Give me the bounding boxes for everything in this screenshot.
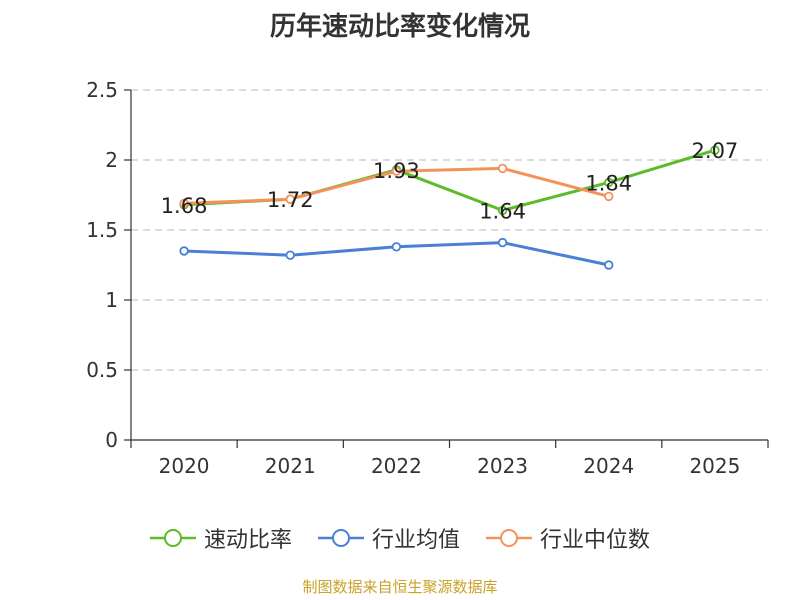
x-tick-label: 2024: [583, 454, 634, 478]
legend-marker-industry-median: [486, 529, 532, 547]
legend-label-industry-mean: 行业均值: [371, 528, 460, 553]
data-label: 2.07: [692, 139, 739, 163]
y-tick-label: 2: [105, 148, 118, 172]
series-point-2: [497, 163, 508, 174]
legend: 速动比率 行业均值 行业中位数: [0, 520, 800, 556]
series-point-0: [604, 177, 614, 188]
legend-item-quick-ratio[interactable]: 速动比率: [149, 522, 292, 554]
series-point-1: [179, 246, 189, 256]
chart-title: 历年速动比率变化情况: [269, 12, 530, 42]
series-point-2: [604, 191, 614, 202]
y-tick-label: 1: [105, 288, 118, 312]
series-point-2: [391, 166, 402, 176]
x-tick-label: 2020: [159, 454, 210, 478]
legend-marker-industry-mean: [317, 529, 364, 547]
series-point-1: [391, 242, 402, 252]
series-point-1: [285, 250, 295, 260]
y-tick-label: 2.5: [86, 78, 118, 102]
series-point-1: [497, 237, 508, 248]
series-point-0: [710, 145, 720, 155]
data-label: 1.68: [161, 194, 208, 218]
x-tick-label: 2022: [371, 454, 422, 478]
source-note: 制图数据来自恒生聚源数据库: [302, 578, 498, 596]
legend-label-quick-ratio: 速动比率: [203, 528, 292, 553]
data-label: 1.72: [267, 188, 314, 212]
legend-marker-quick-ratio: [149, 529, 196, 547]
series-point-2: [285, 194, 295, 204]
y-tick-label: 0.5: [86, 358, 118, 382]
y-tick-label: 1.5: [86, 218, 118, 242]
series-point-1: [604, 260, 614, 270]
legend-item-industry-median[interactable]: 行业中位数: [486, 522, 650, 554]
x-tick-label: 2021: [265, 454, 316, 478]
series-point-2: [179, 198, 189, 209]
x-tick-label: 2023: [477, 454, 528, 478]
y-tick-label: 0: [105, 428, 118, 452]
legend-item-industry-mean[interactable]: 行业均值: [317, 522, 460, 554]
legend-label-industry-median: 行业中位数: [540, 528, 651, 553]
data-label: 1.93: [373, 159, 420, 183]
data-label: 1.84: [585, 171, 632, 195]
series-point-0: [497, 205, 508, 216]
x-tick-label: 2025: [689, 454, 740, 478]
data-label: 1.64: [479, 199, 526, 223]
